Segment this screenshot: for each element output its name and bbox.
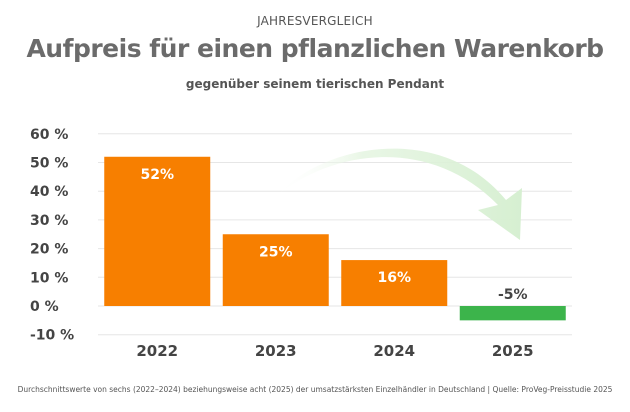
bar-2024 <box>341 260 448 306</box>
y-tick-label: 30 % <box>30 213 68 229</box>
data-label-2023: 25% <box>259 244 293 260</box>
y-tick-label: 10 % <box>30 270 68 286</box>
bar-2022 <box>104 156 211 306</box>
x-tick-label: 2025 <box>492 342 534 360</box>
data-labels: 52% 25% 16% -5% <box>140 167 527 303</box>
y-tick-label: -10 % <box>30 328 74 344</box>
x-tick-label: 2023 <box>255 342 297 360</box>
bar-2023 <box>222 234 329 306</box>
y-tick-label: 40 % <box>30 184 68 200</box>
y-tick-label: 20 % <box>30 242 68 258</box>
x-axis-ticks: 2022 2023 2024 2025 <box>136 342 533 360</box>
bars <box>104 156 566 321</box>
y-tick-label: 0 % <box>30 299 59 315</box>
chart-kicker: JAHRESVERGLEICH <box>257 14 373 28</box>
y-tick-label: 60 % <box>30 127 68 143</box>
x-tick-label: 2022 <box>136 342 178 360</box>
y-tick-label: 50 % <box>30 156 68 172</box>
source-note: Durchschnittswerte von sechs (2022–2024)… <box>17 385 613 394</box>
chart-subtitle: gegenüber seinem tierischen Pendant <box>185 77 445 91</box>
data-label-2022: 52% <box>140 167 174 183</box>
x-tick-label: 2024 <box>373 342 415 360</box>
chart-title: Aufpreis für einen pflanzlichen Warenkor… <box>26 34 604 63</box>
bar-chart: 60 %50 %40 %30 %20 %10 %0 %-10 % 2022 202… <box>30 127 572 360</box>
curved-down-arrow-icon <box>276 148 522 240</box>
data-label-2024: 16% <box>377 270 411 286</box>
data-label-2025: -5% <box>498 287 528 303</box>
y-axis-ticks: 60 % 50 % 40 % 30 % 20 % 10 % 0 % -10 % <box>30 127 74 344</box>
bar-2025 <box>459 306 566 321</box>
